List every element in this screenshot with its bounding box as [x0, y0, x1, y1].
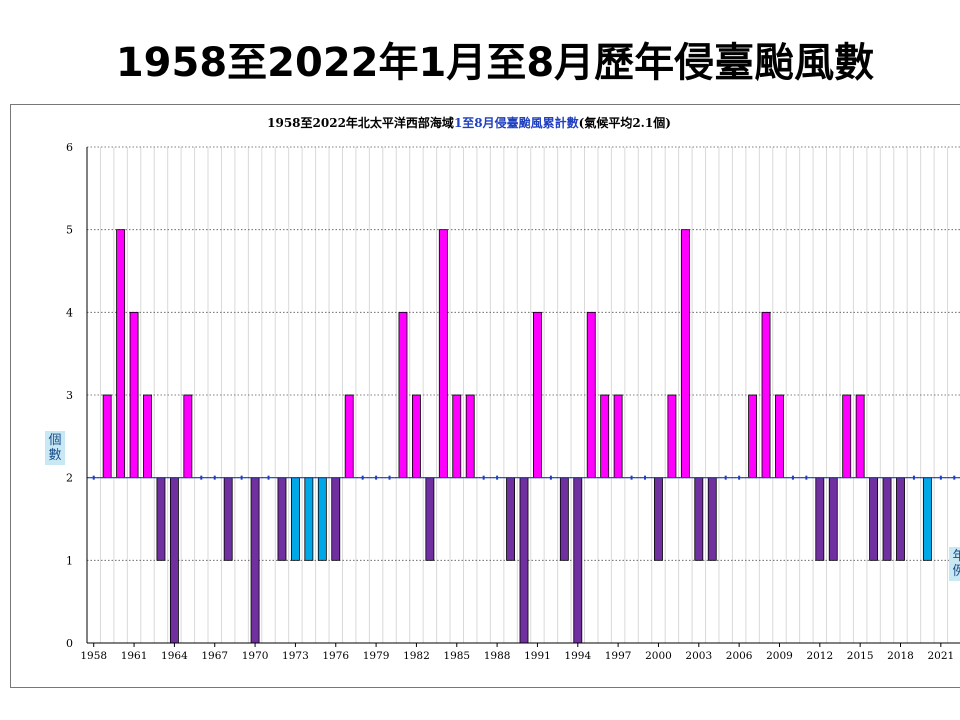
bar-chart: 1958至2022年北太平洋西部海域1至8月侵臺颱風累計數(氣候平均2.1個) … [66, 115, 960, 662]
bar-2008 [761, 311, 771, 479]
bar-1962 [143, 394, 152, 479]
bar-1986 [465, 394, 475, 479]
axis-layer: 0 1 2 3 4 5 6 1958 1961 1964 1967 1970 1973 1976 1979 1… [66, 141, 960, 662]
x-tick-label: 1964 [161, 650, 188, 662]
bar-2015 [855, 394, 865, 479]
x-tick-label: 1997 [605, 650, 632, 662]
y-axis-label-char-2: 數 [48, 448, 62, 463]
bar-2000 [654, 477, 663, 561]
bar-1974 [304, 477, 314, 561]
bar-1984 [438, 229, 448, 479]
y-tick-label: 0 [66, 637, 73, 650]
x-tick-label: 2009 [766, 650, 793, 662]
bar-1977 [344, 394, 354, 479]
bar-1959 [102, 394, 112, 479]
bar-layer [92, 229, 956, 644]
x-tick-label: 2018 [887, 650, 914, 662]
x-tick-label: 2006 [726, 650, 753, 662]
bar-2020 [922, 477, 932, 561]
bar-2009 [775, 394, 784, 479]
bar-1994 [573, 477, 583, 644]
y-axis-label: 個 數 [45, 431, 65, 465]
bar-1972 [277, 477, 287, 561]
bar-2017 [882, 477, 892, 561]
x-tick-label: 1988 [484, 650, 511, 662]
chart-frame: 1958至2022年北太平洋西部海域1至8月侵臺颱風累計數(氣候平均2.1個) … [10, 104, 960, 688]
y-tick-label: 5 [66, 224, 73, 237]
bar-2012 [815, 477, 825, 561]
chart-title-part-b: 1至8月侵臺颱風累計數 [454, 115, 579, 130]
y-tick-label: 4 [66, 306, 73, 319]
bar-2003 [694, 477, 704, 561]
bar-1985 [452, 394, 462, 479]
bar-1968 [223, 477, 233, 561]
x-tick-label: 1961 [121, 650, 148, 662]
bar-1990 [519, 477, 529, 644]
bar-1965 [183, 394, 193, 479]
bar-1963 [156, 477, 166, 561]
x-tick-label: 2000 [645, 650, 672, 662]
x-tick-label: 1958 [80, 650, 107, 662]
bar-1991 [533, 311, 542, 479]
x-tick-label: 1979 [363, 650, 390, 662]
bar-2007 [748, 394, 758, 479]
bar-1961 [129, 311, 139, 479]
bar-1960 [116, 229, 126, 479]
bar-2018 [896, 477, 905, 561]
bar-1983 [425, 477, 435, 561]
right-edge-label-char-2: 例 [952, 564, 960, 579]
bar-2004 [707, 477, 717, 561]
y-tick-label: 1 [66, 554, 73, 567]
right-edge-label: 年 例 [949, 547, 960, 581]
y-tick-label: 3 [66, 389, 73, 402]
y-axis-label-char-1: 個 [48, 433, 62, 448]
bar-1973 [290, 477, 300, 561]
x-tick-label: 1982 [403, 650, 430, 662]
bar-1989 [506, 477, 515, 561]
bar-2001 [667, 394, 677, 479]
bar-1975 [317, 477, 327, 561]
x-tick-label: 1970 [242, 650, 269, 662]
bar-1982 [411, 394, 421, 479]
bar-1964 [169, 477, 179, 644]
x-tick-label: 2003 [685, 650, 712, 662]
y-tick-label: 6 [66, 141, 73, 154]
x-tick-label: 1991 [524, 650, 551, 662]
bar-1996 [600, 394, 610, 479]
bar-1976 [331, 477, 341, 561]
x-tick-label: 1973 [282, 650, 309, 662]
bar-2016 [869, 477, 879, 561]
bar-2014 [842, 394, 852, 479]
x-tick-label: 1994 [564, 650, 591, 662]
bar-1995 [586, 311, 596, 479]
chart-title-part-c: (氣候平均2.1個) [579, 115, 671, 130]
bar-2013 [828, 477, 838, 561]
x-tick-label: 1967 [201, 650, 228, 662]
bar-1970 [250, 477, 260, 644]
bar-2002 [680, 229, 690, 479]
grid-layer [86, 146, 960, 644]
bar-1981 [398, 311, 408, 479]
chart-title-part-a: 1958至2022年北太平洋西部海域 [267, 115, 454, 130]
right-edge-label-char-1: 年 [952, 549, 960, 564]
chart-title: 1958至2022年北太平洋西部海域1至8月侵臺颱風累計數(氣候平均2.1個) [267, 115, 671, 130]
slide-title: 1958至2022年1月至8月歷年侵臺颱風數 [115, 40, 875, 86]
x-tick-label: 2015 [847, 650, 874, 662]
x-tick-label: 1976 [322, 650, 349, 662]
x-tick-label: 1985 [443, 650, 470, 662]
y-tick-label: 2 [66, 472, 73, 485]
bar-1993 [559, 477, 569, 561]
x-tick-label: 2021 [927, 650, 954, 662]
x-tick-label: 2012 [806, 650, 833, 662]
bar-1997 [613, 394, 623, 479]
